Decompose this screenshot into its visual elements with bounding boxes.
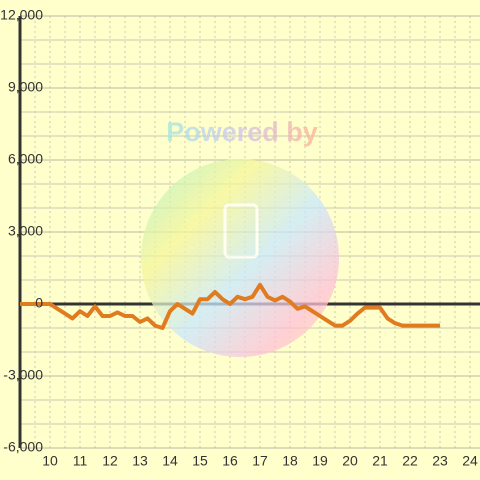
y-tick-label: 9,000 [8,79,43,95]
x-tick-label: 19 [312,453,328,469]
x-tick-label: 14 [162,453,178,469]
y-tick-label: 0 [35,295,43,311]
y-tick-label: -6,000 [3,439,43,455]
x-tick-label: 13 [132,453,148,469]
y-tick-label: 3,000 [8,223,43,239]
x-tick-label: 23 [432,453,448,469]
x-tick-label: 17 [252,453,268,469]
x-tick-label: 20 [342,453,358,469]
x-tick-label: 16 [222,453,238,469]
watermark-text: Powered by [166,117,318,147]
x-tick-label: 15 [192,453,208,469]
x-tick-label: 24 [462,453,478,469]
line [20,282,441,330]
y-tick-label: -3,000 [3,367,43,383]
watermark: Powered by [141,117,339,357]
x-tick-label: 12 [102,453,118,469]
x-tick-label: 10 [42,453,58,469]
watermark-icon [223,203,259,259]
x-tick-label: 11 [73,453,88,469]
x-tick-label: 21 [372,453,388,469]
grid [18,15,480,449]
x-tick-label: 18 [282,453,298,469]
y-tick-label: 6,000 [8,151,43,167]
plot: -6,000 -3,000 0 3,000 6,000 9,000 12,000 10 11 12… [0,7,478,469]
y-tick-label: 12,000 [0,7,43,23]
x-tick-label: 22 [402,453,418,469]
